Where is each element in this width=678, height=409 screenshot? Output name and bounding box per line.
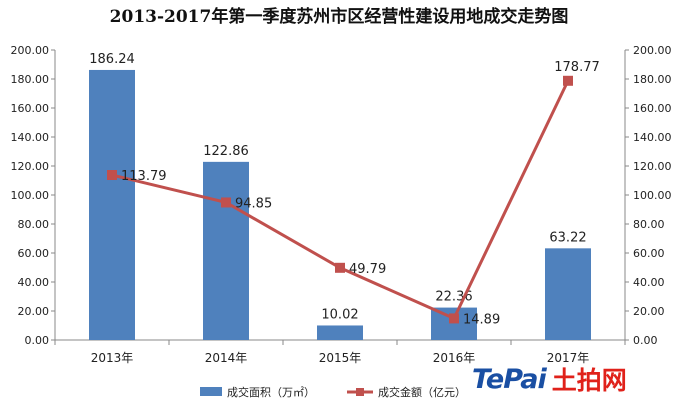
line-series <box>111 80 570 321</box>
line-value-label: 14.89 <box>463 312 500 327</box>
y-left-tick-label: 120.00 <box>11 160 50 173</box>
y-right-tick-label: 60.00 <box>633 247 665 260</box>
chart-title: 2013-2017年第一季度苏州市区经营性建设用地成交走势图 <box>109 7 569 27</box>
line-value-label: 113.79 <box>121 169 167 184</box>
y-left-tick-label: 20.00 <box>18 305 50 318</box>
line-point <box>221 197 231 208</box>
bar-value-label: 10.02 <box>321 307 358 322</box>
y-left-tick-label: 200.00 <box>11 44 50 57</box>
line-point <box>335 262 345 273</box>
x-tick-label: 2014年 <box>205 351 248 365</box>
y-left-tick-label: 0.00 <box>25 334 50 347</box>
line-point <box>107 170 117 181</box>
y-left-tick-label: 180.00 <box>11 73 50 86</box>
y-left-tick-label: 160.00 <box>11 102 50 115</box>
line-value-label: 94.85 <box>235 196 272 211</box>
legend-label-bar: 成交面积（万㎡） <box>227 385 315 399</box>
y-left-tick-label: 80.00 <box>18 218 50 231</box>
x-tick-label: 2015年 <box>319 351 362 365</box>
y-right-tick-label: 0.00 <box>633 334 658 347</box>
line-point <box>563 75 573 86</box>
legend-swatch-marker <box>356 388 364 396</box>
legend-label-line: 成交金额（亿元） <box>378 385 466 399</box>
y-right-tick-label: 200.00 <box>633 44 672 57</box>
y-right-tick-label: 120.00 <box>633 160 672 173</box>
x-tick-label: 2013年 <box>91 351 134 365</box>
y-left-tick-label: 100.00 <box>11 189 50 202</box>
brand-logo: TePai 土拍网 <box>472 361 627 397</box>
y-right-tick-label: 100.00 <box>633 189 672 202</box>
x-tick-label: 2017年 <box>547 351 590 365</box>
line-value-label: 178.77 <box>554 60 600 75</box>
bar-value-label: 186.24 <box>89 52 135 67</box>
y-right-tick-label: 80.00 <box>633 218 665 231</box>
brand-latin-text: TePai <box>472 363 547 395</box>
y-left-tick-label: 140.00 <box>11 131 50 144</box>
y-left-tick-label: 60.00 <box>18 247 50 260</box>
line-point <box>449 313 459 324</box>
y-left-tick-label: 40.00 <box>18 276 50 289</box>
line-value-label: 49.79 <box>349 262 386 277</box>
y-right-tick-label: 20.00 <box>633 305 665 318</box>
bar <box>545 248 591 340</box>
y-right-tick-label: 180.00 <box>633 73 672 86</box>
brand-cn-text: 土拍网 <box>551 366 627 395</box>
x-tick-label: 2016年 <box>433 351 476 365</box>
bar-value-label: 122.86 <box>203 144 249 159</box>
bar <box>203 161 249 340</box>
y-right-tick-label: 140.00 <box>633 131 672 144</box>
y-right-tick-label: 40.00 <box>633 276 665 289</box>
bar <box>317 325 363 340</box>
bar-value-label: 63.22 <box>549 230 586 245</box>
y-right-tick-label: 160.00 <box>633 102 672 115</box>
legend-swatch-bar <box>200 387 222 396</box>
bar <box>89 69 135 341</box>
